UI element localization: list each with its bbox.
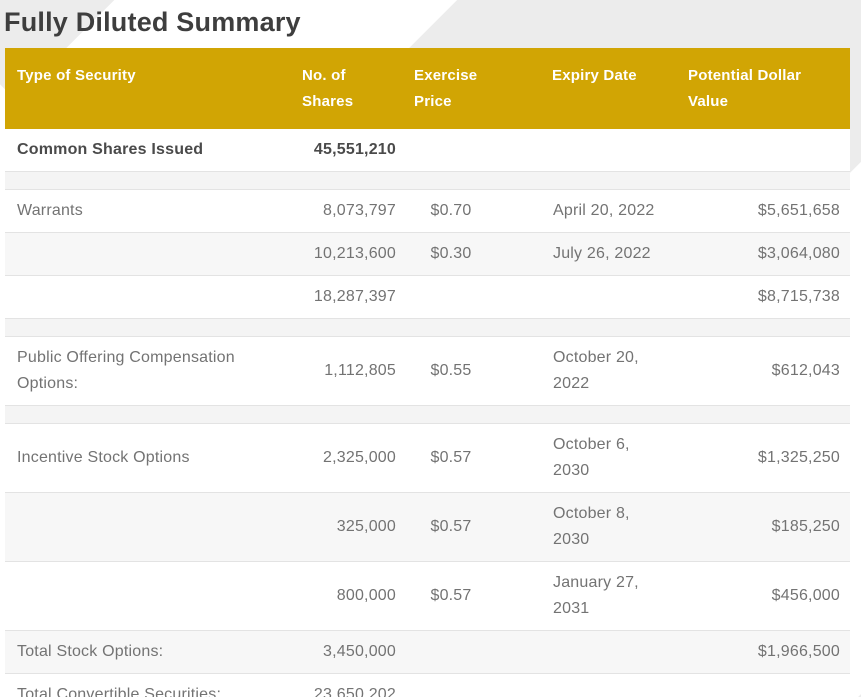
table-row: Total Convertible Securities: 23,650,202: [5, 673, 850, 697]
cell-value: $456,000: [771, 587, 840, 604]
cell-security: [5, 562, 290, 631]
cell-security: [5, 276, 290, 319]
cell-value: [676, 129, 850, 172]
cell-value: $185,250: [771, 518, 840, 535]
cell-security: Warrants: [17, 202, 83, 219]
spacer-cell: [5, 406, 850, 424]
cell-expiry: October 20, 2022: [553, 349, 639, 392]
col-header-type-of-security: Type of Security: [5, 48, 290, 129]
cell-expiry: April 20, 2022: [553, 202, 655, 219]
table-row: Common Shares Issued 45,551,210: [5, 129, 850, 172]
cell-security: [5, 233, 290, 276]
spacer-cell: [5, 172, 850, 190]
cell-security: Total Convertible Securities:: [17, 686, 222, 697]
cell-expiry: July 26, 2022: [553, 245, 651, 262]
cell-price: $0.57: [430, 518, 472, 535]
cell-price: $0.57: [430, 449, 472, 466]
fully-diluted-summary-table: Type of Security No. of Shares Exercise …: [5, 48, 850, 697]
cell-price: $0.55: [430, 362, 472, 379]
cell-price: [402, 276, 540, 319]
cell-shares: 18,287,397: [313, 288, 396, 305]
cell-price: $0.70: [430, 202, 472, 219]
table-row: 18,287,397 $8,715,738: [5, 275, 850, 319]
cell-shares: 1,112,805: [324, 362, 396, 379]
cell-expiry: [540, 129, 676, 172]
col-header-potential-dollar-value: Potential Dollar Value: [676, 48, 850, 129]
cell-shares: 23,650,202: [313, 686, 396, 697]
cell-shares: 325,000: [336, 518, 396, 535]
table-row: 10,213,600 $0.30 July 26, 2022 $3,064,08…: [5, 232, 850, 276]
cell-shares: 2,325,000: [323, 449, 396, 466]
table-row: Incentive Stock Options 2,325,000 $0.57 …: [5, 423, 850, 493]
spacer-cell: [5, 319, 850, 337]
cell-price: $0.57: [430, 587, 472, 604]
col-header-expiry-date: Expiry Date: [540, 48, 676, 129]
cell-value: [676, 674, 850, 697]
cell-value: $1,325,250: [757, 449, 840, 466]
cell-value: $3,064,080: [757, 245, 840, 262]
page-title: Fully Diluted Summary: [4, 7, 301, 37]
cell-shares: 3,450,000: [323, 643, 396, 660]
col-header-exercise-price: Exercise Price: [402, 48, 540, 129]
cell-value: $8,715,738: [757, 288, 840, 305]
table-row: Public Offering Compensation Options: 1,…: [5, 336, 850, 406]
cell-value: $5,651,658: [757, 202, 840, 219]
cell-expiry: [540, 674, 676, 697]
table-header-row: Type of Security No. of Shares Exercise …: [5, 48, 850, 129]
cell-price: [402, 674, 540, 697]
cell-price: $0.30: [430, 245, 472, 262]
cell-security: [5, 493, 290, 562]
spacer-row: [5, 405, 850, 424]
col-header-no-of-shares: No. of Shares: [290, 48, 402, 129]
cell-shares: 800,000: [336, 587, 396, 604]
spacer-row: [5, 318, 850, 337]
cell-security: Incentive Stock Options: [17, 449, 190, 466]
table-body: Common Shares Issued 45,551,210 Warrants…: [5, 129, 850, 697]
spacer-row: [5, 171, 850, 190]
table-row: Warrants 8,073,797 $0.70 April 20, 2022 …: [5, 189, 850, 233]
cell-security: Common Shares Issued: [17, 141, 204, 158]
cell-expiry: October 6, 2030: [553, 436, 630, 479]
cell-shares: 45,551,210: [313, 141, 396, 158]
cell-expiry: January 27, 2031: [553, 574, 639, 617]
cell-shares: 8,073,797: [323, 202, 396, 219]
cell-expiry: [540, 276, 676, 319]
cell-price: [402, 129, 540, 172]
cell-price: [402, 631, 540, 674]
table-row: 325,000 $0.57 October 8, 2030 $185,250: [5, 492, 850, 562]
cell-expiry: [540, 631, 676, 674]
cell-expiry: October 8, 2030: [553, 505, 630, 548]
table-row: 800,000 $0.57 January 27, 2031 $456,000: [5, 561, 850, 631]
cell-shares: 10,213,600: [313, 245, 396, 262]
cell-value: $612,043: [771, 362, 840, 379]
cell-security: Public Offering Compensation Options:: [17, 349, 235, 392]
cell-security: Total Stock Options:: [17, 643, 164, 660]
table-row: Total Stock Options: 3,450,000 $1,966,50…: [5, 630, 850, 674]
cell-value: $1,966,500: [757, 643, 840, 660]
